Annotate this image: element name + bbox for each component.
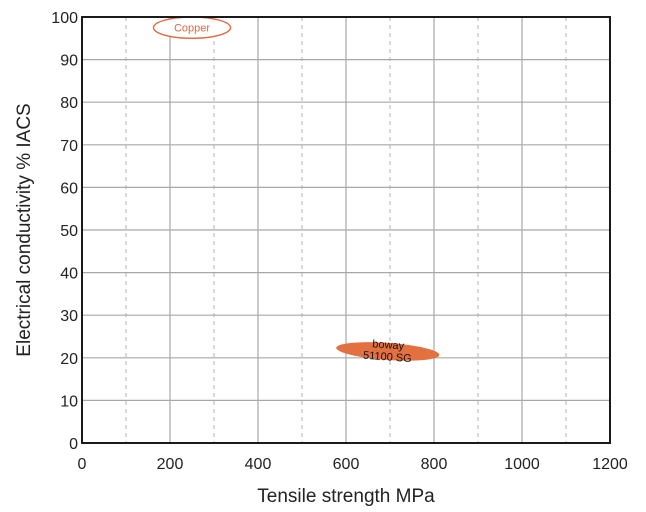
x-tick-label: 600 [333,456,360,473]
plot-frame [81,16,611,444]
y-tick-label: 90 [60,53,78,70]
x-tick-label: 1000 [504,456,540,473]
boway-region [336,342,440,361]
x-tick-labels: 0 200 400 600 800 1000 1200 [78,456,628,473]
y-tick-label: 50 [60,223,78,240]
x-tick-label: 200 [157,456,184,473]
x-axis-title: Tensile strength MPa [257,486,435,507]
grid [82,17,610,443]
x-tick-label: 800 [421,456,448,473]
y-tick-label: 40 [60,266,78,283]
y-tick-label: 20 [60,351,78,368]
boway-label-line: boway [372,338,405,352]
x-tick-label: 400 [245,456,272,473]
y-tick-label: 60 [60,180,78,197]
regions: Copper boway51100 SG [152,16,440,365]
boway-label: boway51100 SG [363,338,413,365]
boway-label-line: 51100 SG [363,350,412,365]
copper-label: Copper [174,23,210,35]
x-tick-label: 1200 [592,456,628,473]
y-tick-label: 0 [69,436,78,453]
y-tick-label: 70 [60,138,78,155]
y-tick-label: 10 [60,393,78,410]
y-axis-title: Electrical conductivity % IACS [14,103,35,356]
x-tick-label: 0 [78,456,87,473]
y-tick-label: 100 [51,10,78,27]
y-tick-label: 80 [60,95,78,112]
y-tick-labels: 0 10 20 30 40 50 60 70 80 90 100 [51,10,78,453]
y-tick-label: 30 [60,308,78,325]
